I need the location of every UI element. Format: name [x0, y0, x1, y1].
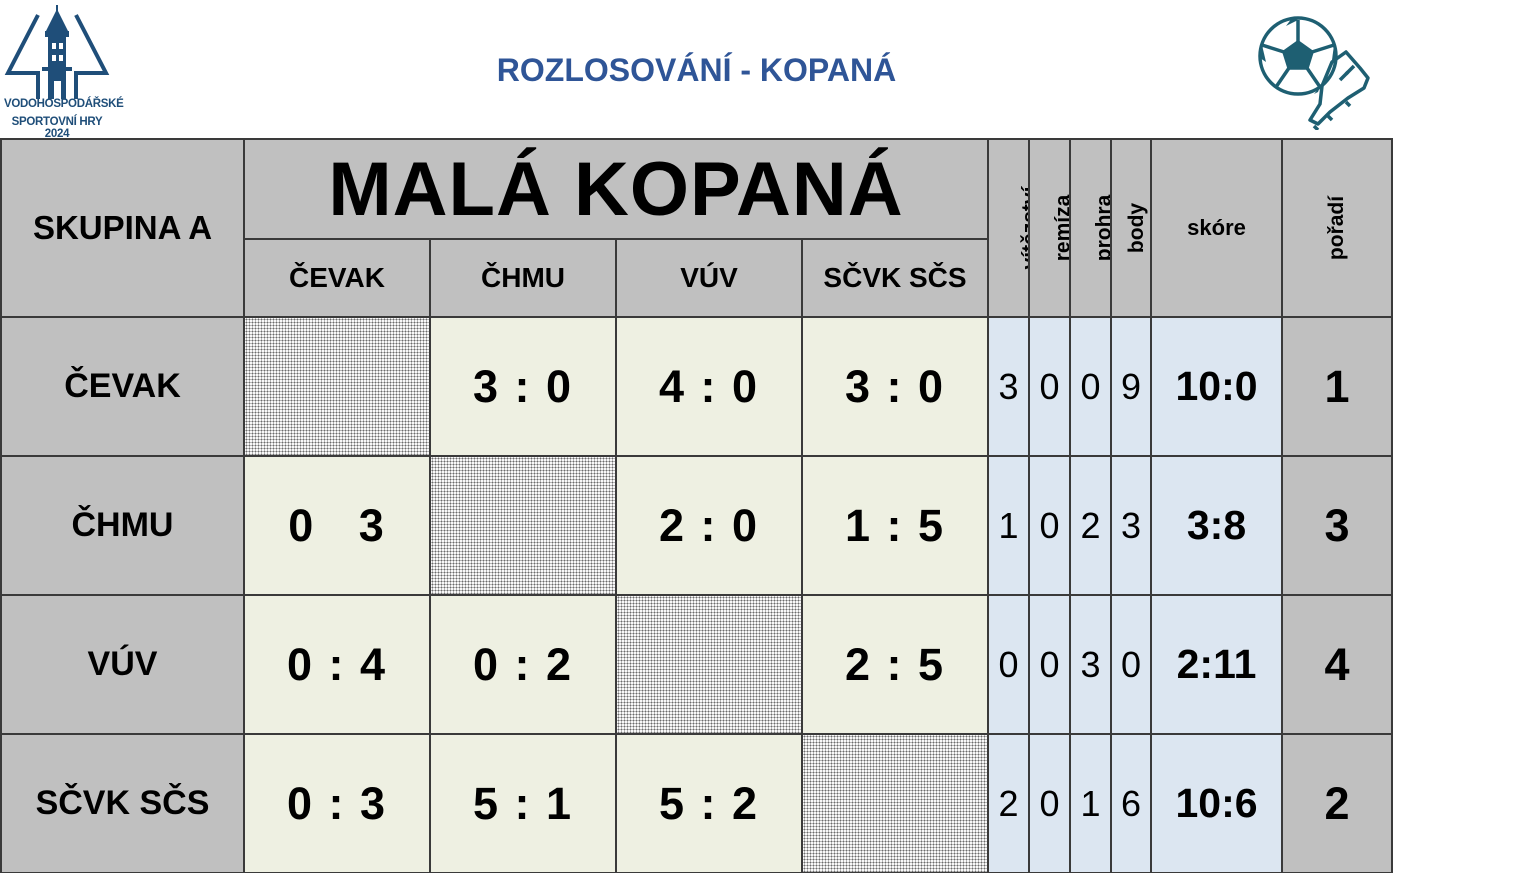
column-team: ČEVAK [243, 238, 431, 318]
rank-value: 1 [1281, 316, 1394, 457]
row-team: VÚV [0, 594, 245, 735]
match-result: 5 : 2 [615, 733, 803, 873]
header-wins-label: vítězství [1018, 186, 1030, 270]
draws-value: 0 [1028, 594, 1072, 735]
group-results-table: SKUPINA A MALÁ KOPANÁ vítězství remíza p… [0, 138, 1394, 873]
score-value: 10:0 [1150, 316, 1284, 457]
table-row: ČEVAK 3 : 0 4 : 0 3 : 0 3 0 0 9 10:0 1 [0, 316, 1394, 457]
score-value: 3:8 [1150, 455, 1284, 596]
header-wins: vítězství [987, 138, 1031, 318]
column-team: VÚV [615, 238, 803, 318]
match-result: 2 : 0 [615, 455, 803, 596]
match-result: 3 : 0 [800, 316, 990, 457]
draws-value: 0 [1028, 455, 1072, 596]
rank-value: 2 [1281, 733, 1394, 873]
wins-value: 0 [987, 594, 1031, 735]
draws-value: 0 [1028, 733, 1072, 873]
header-losses-label: prohra [1092, 194, 1112, 262]
match-result: 2 : 5 [800, 594, 990, 735]
self-match-cell [243, 316, 431, 457]
losses-value: 2 [1069, 455, 1113, 596]
logo-line-2: SPORTOVNÍ HRY 2024 [11, 116, 103, 140]
rank-value: 4 [1281, 594, 1394, 735]
match-result: 0 : 2 [429, 594, 617, 735]
points-value: 6 [1110, 733, 1153, 873]
match-result: 1 : 5 [800, 455, 990, 596]
points-value: 9 [1110, 316, 1153, 457]
match-result: 0 : 3 [243, 733, 431, 873]
table-row: ČHMU 0 3 2 : 0 1 : 5 1 0 2 3 3:8 3 [0, 455, 1394, 596]
score-value: 2:11 [1150, 594, 1284, 735]
header-rank: pořadí [1281, 138, 1394, 318]
wins-value: 3 [987, 316, 1031, 457]
header-draws: remíza [1028, 138, 1072, 318]
football-boot-icon [1258, 16, 1370, 130]
logo-line-1: VODOHOSPODÁŘSKÉ [4, 98, 124, 110]
table-row: VÚV 0 : 4 0 : 2 2 : 5 0 0 3 0 2:11 4 [0, 594, 1394, 735]
wins-value: 1 [987, 455, 1031, 596]
match-result: 4 : 0 [615, 316, 803, 457]
tower-emblem-icon [4, 5, 110, 99]
page-title: ROZLOSOVÁNÍ - KOPANÁ [496, 52, 897, 88]
header-draws-label: remíza [1051, 194, 1071, 262]
sports-games-logo: VODOHOSPODÁŘSKÉ SPORTOVNÍ HRY 2024 [4, 5, 124, 140]
draws-value: 0 [1028, 316, 1072, 457]
header-rank-label: pořadí [1325, 195, 1349, 261]
header-points-label: body [1125, 202, 1149, 254]
match-result: 5 : 1 [429, 733, 617, 873]
group-label: SKUPINA A [0, 138, 245, 318]
score-value: 10:6 [1150, 733, 1284, 873]
column-team: ČHMU [429, 238, 617, 318]
points-value: 0 [1110, 594, 1153, 735]
row-team: ČHMU [0, 455, 245, 596]
self-match-cell [429, 455, 617, 596]
points-value: 3 [1110, 455, 1153, 596]
match-result: 3 : 0 [429, 316, 617, 457]
losses-value: 0 [1069, 316, 1113, 457]
table-row: SČVK SČS 0 : 3 5 : 1 5 : 2 2 0 1 6 10:6 … [0, 733, 1394, 873]
header-points: body [1110, 138, 1153, 318]
row-team: SČVK SČS [0, 733, 245, 873]
losses-value: 3 [1069, 594, 1113, 735]
page-header: VODOHOSPODÁŘSKÉ SPORTOVNÍ HRY 2024 ROZLO… [0, 0, 1391, 140]
self-match-cell [800, 733, 990, 873]
losses-value: 1 [1069, 733, 1113, 873]
tournament-title: MALÁ KOPANÁ [242, 138, 990, 240]
match-result: 0 3 [243, 455, 431, 596]
wins-value: 2 [987, 733, 1031, 873]
header-losses: prohra [1069, 138, 1113, 318]
match-result: 0 : 4 [243, 594, 431, 735]
self-match-cell [615, 594, 803, 735]
rank-value: 3 [1281, 455, 1394, 596]
row-team: ČEVAK [0, 316, 245, 457]
column-team: SČVK SČS [800, 238, 990, 318]
header-score: skóre [1150, 138, 1284, 318]
